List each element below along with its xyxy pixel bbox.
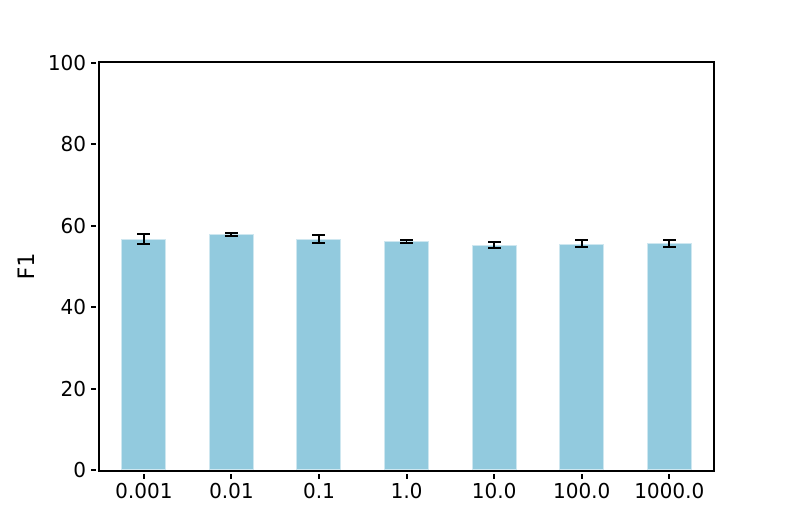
x-tick-mark: [580, 474, 583, 479]
error-bar-cap: [662, 239, 676, 242]
y-tick-label: 80: [60, 132, 86, 157]
y-tick-label: 20: [60, 376, 86, 401]
x-tick-mark: [405, 474, 408, 479]
x-tick-label: 0.001: [115, 479, 173, 503]
y-axis-label: F1: [14, 252, 40, 280]
bar: [471, 244, 517, 470]
plot-area: 0 20 40 60 80 100 0.001 0.01 0.1 1.0 10.0 100.0 1000…: [48, 51, 715, 503]
bar: [121, 238, 167, 470]
error-bar-cap: [312, 233, 326, 236]
bar: [208, 234, 254, 470]
y-tick-mark: [91, 387, 96, 390]
y-tick-label: 60: [60, 213, 86, 238]
error-bar-line: [668, 240, 671, 247]
y-tick-label: 40: [60, 295, 86, 320]
x-tick-mark: [142, 474, 145, 479]
x-tick-label: 100.0: [553, 479, 611, 503]
error-bar-cap: [224, 234, 238, 237]
error-bar-cap: [487, 246, 501, 249]
x-tick-label: 1.0: [390, 479, 423, 503]
x-tick-mark: [230, 474, 233, 479]
y-tick-label: 100: [47, 51, 86, 75]
bar: [296, 238, 342, 470]
error-bar-cap: [312, 241, 326, 244]
error-bar-line: [230, 233, 233, 236]
y-tick-mark: [91, 143, 96, 146]
error-bar-cap: [487, 241, 501, 244]
y-tick-mark: [91, 224, 96, 227]
x-tick-label: 0.01: [209, 479, 254, 503]
x-tick-mark: [493, 474, 496, 479]
x-tick-mark: [317, 474, 320, 479]
bar: [384, 241, 429, 470]
bar: [559, 243, 605, 470]
x-tick-label: 0.1: [303, 479, 335, 503]
error-bar-cap: [575, 239, 589, 242]
bar: [646, 243, 692, 470]
error-bar-cap: [137, 232, 151, 235]
error-bar-line: [580, 240, 583, 247]
y-tick-mark: [91, 306, 96, 309]
error-bar-line: [405, 239, 408, 243]
error-bar-cap: [662, 245, 676, 248]
y-tick-label: 0: [73, 458, 86, 482]
x-tick-label: 10.0: [471, 479, 517, 503]
error-bar-cap: [400, 238, 413, 241]
x-tick-label: 1000.0: [634, 479, 705, 503]
y-tick-mark: [91, 62, 96, 64]
error-bar-cap: [400, 241, 413, 244]
x-tick-mark: [668, 474, 671, 479]
error-bar-cap: [137, 242, 151, 245]
y-tick-mark: [91, 469, 96, 471]
error-bar-line: [142, 233, 145, 244]
error-bar-cap: [575, 245, 589, 248]
error-bar-line: [318, 234, 320, 243]
error-bar-cap: [224, 232, 238, 235]
error-bar-line: [493, 242, 495, 248]
